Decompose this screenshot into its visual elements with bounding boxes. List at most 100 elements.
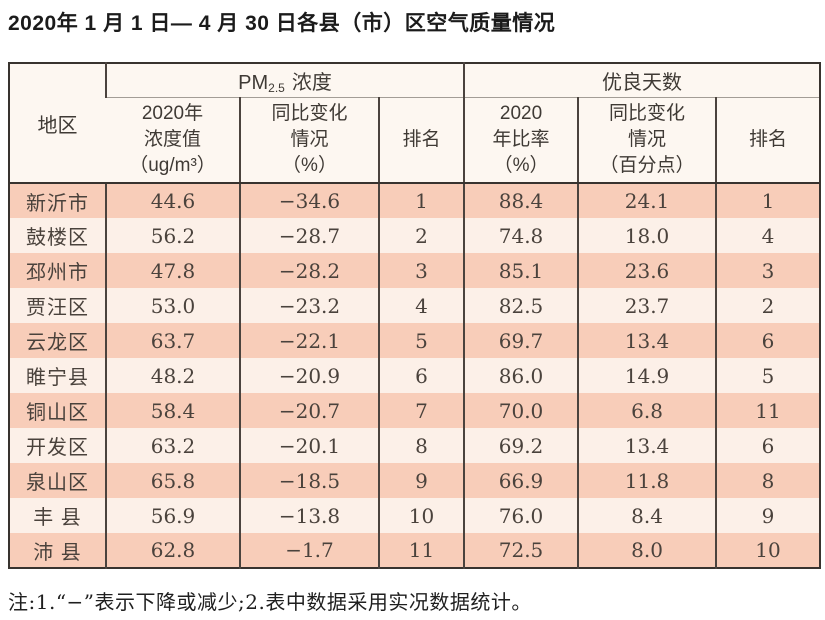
good-change-cell: 6.8 <box>577 393 717 428</box>
table-row: 贾汪区 53.0 −23.2 4 82.5 23.7 2 <box>9 288 821 323</box>
column-header-pm-value: 2020年 浓度值 （ug/m³） <box>106 97 240 184</box>
table-body: 新沂市 44.6 −34.6 1 88.4 24.1 1 鼓楼区 56.2 −28.7 2 74.8 1… <box>9 183 821 568</box>
region-cell: 云龙区 <box>26 332 89 354</box>
pm-rank-cell: 3 <box>377 253 465 288</box>
pm-suffix: 浓度 <box>291 71 332 94</box>
good-ratio-cell: 76.0 <box>463 498 579 533</box>
column-group-good-days: 优良天数 <box>463 63 821 98</box>
pm-rank-cell: 2 <box>377 218 465 253</box>
table-row: 铜山区 58.4 −20.7 7 70.0 6.8 11 <box>9 393 821 428</box>
region-cell: 鼓楼区 <box>26 227 89 249</box>
good-rank-cell: 5 <box>715 358 821 393</box>
pm-value-cell: 44.6 <box>105 183 240 218</box>
good-ratio-cell: 86.0 <box>463 358 579 393</box>
good-change-cell: 11.8 <box>577 463 717 498</box>
region-cell: 新沂市 <box>26 192 89 215</box>
good-change-cell: 23.7 <box>577 288 717 323</box>
page: 2020年 1 月 1 日— 4 月 30 日各县（市）区空气质量情况 地区 P… <box>0 9 825 620</box>
pm-change-cell: −28.2 <box>239 253 379 288</box>
good-change-cell: 18.0 <box>577 218 717 253</box>
pm-rank-cell: 1 <box>377 183 465 218</box>
pm-value-cell: 56.2 <box>105 218 240 253</box>
good-change-cell: 8.0 <box>577 533 717 568</box>
pm-value-cell: 62.8 <box>105 533 240 568</box>
pm-value-cell: 63.2 <box>105 428 240 463</box>
page-title: 2020年 1 月 1 日— 4 月 30 日各县（市）区空气质量情况 <box>8 12 556 35</box>
pm-change-cell: −13.8 <box>239 498 379 533</box>
pm-rank-cell: 4 <box>377 288 465 323</box>
pm-rank-cell: 8 <box>377 428 465 463</box>
good-rank-cell: 1 <box>715 183 821 218</box>
column-group-pm25: PM2.5 浓度 <box>104 63 465 98</box>
good-rank-cell: 2 <box>715 288 821 323</box>
good-rank-cell: 10 <box>715 533 821 568</box>
good-rank-cell: 3 <box>715 253 821 288</box>
pm-rank-cell: 11 <box>377 533 465 568</box>
good-ratio-cell: 82.5 <box>463 288 579 323</box>
air-quality-table: 地区 PM2.5 浓度 优良天数 2020年 浓度值 （ug/m³） 同比变化 情… <box>8 62 822 569</box>
good-ratio-cell: 74.8 <box>463 218 579 253</box>
good-rank-cell: 9 <box>715 498 821 533</box>
pm-value-cell: 53.0 <box>105 288 240 323</box>
good-ratio-cell: 69.7 <box>463 323 579 358</box>
column-header-region: 地区 <box>9 63 106 184</box>
column-header-good-change: 同比变化 情况 （百分点） <box>577 97 717 184</box>
table-row: 新沂市 44.6 −34.6 1 88.4 24.1 1 <box>9 183 821 218</box>
region-cell: 睢宁县 <box>26 367 89 389</box>
table-row: 睢宁县 48.2 −20.9 6 86.0 14.9 5 <box>9 358 821 393</box>
good-ratio-cell: 69.2 <box>463 428 579 463</box>
pm-change-cell: −20.7 <box>239 393 379 428</box>
good-rank-cell: 4 <box>715 218 821 253</box>
pm-change-cell: −34.6 <box>239 183 379 218</box>
region-cell: 开发区 <box>26 437 89 459</box>
good-rank-cell: 11 <box>715 393 821 428</box>
good-change-cell: 13.4 <box>577 428 717 463</box>
good-ratio-cell: 72.5 <box>463 533 579 568</box>
table-header: 地区 PM2.5 浓度 优良天数 2020年 浓度值 （ug/m³） 同比变化 情… <box>9 63 821 184</box>
table-row: 泉山区 65.8 −18.5 9 66.9 11.8 8 <box>9 463 821 498</box>
pm-change-cell: −20.1 <box>239 428 379 463</box>
table-row: 丰 县 56.9 −13.8 10 76.0 8.4 9 <box>9 498 821 533</box>
header-sub-row: 2020年 浓度值 （ug/m³） 同比变化 情况 （%） 排名 2020 年比… <box>9 97 821 184</box>
good-rank-cell: 6 <box>715 323 821 358</box>
pm-change-cell: −20.9 <box>239 358 379 393</box>
column-header-pm-change: 同比变化 情况 （%） <box>239 97 379 184</box>
pm-rank-cell: 9 <box>377 463 465 498</box>
table-row: 开发区 63.2 −20.1 8 69.2 13.4 6 <box>9 428 821 463</box>
column-header-pm-rank: 排名 <box>377 97 465 184</box>
region-cell: 铜山区 <box>26 402 89 424</box>
pm-change-cell: −22.1 <box>239 323 379 358</box>
region-cell: 丰 县 <box>33 507 82 529</box>
pm-value-cell: 47.8 <box>105 253 240 288</box>
good-rank-cell: 6 <box>715 428 821 463</box>
good-change-cell: 13.4 <box>577 323 717 358</box>
pm-change-cell: −1.7 <box>239 533 379 568</box>
good-change-cell: 23.6 <box>577 253 717 288</box>
good-ratio-cell: 70.0 <box>463 393 579 428</box>
region-cell: 沛 县 <box>33 541 82 564</box>
good-change-cell: 24.1 <box>577 183 717 218</box>
good-ratio-cell: 85.1 <box>463 253 579 288</box>
good-ratio-cell: 88.4 <box>463 183 579 218</box>
region-cell: 邳州市 <box>26 262 89 284</box>
good-change-cell: 8.4 <box>577 498 717 533</box>
pm-value-cell: 56.9 <box>105 498 240 533</box>
pm-change-cell: −23.2 <box>239 288 379 323</box>
pm-rank-cell: 5 <box>377 323 465 358</box>
table-row: 沛 县 62.8 −1.7 11 72.5 8.0 10 <box>9 533 821 568</box>
table-row: 鼓楼区 56.2 −28.7 2 74.8 18.0 4 <box>9 218 821 253</box>
pm-prefix: PM <box>238 71 269 94</box>
pm-value-cell: 48.2 <box>105 358 240 393</box>
region-cell: 泉山区 <box>26 472 89 494</box>
pm-value-cell: 63.7 <box>105 323 240 358</box>
column-header-good-ratio: 2020 年比率 （%） <box>463 97 579 184</box>
table-row: 云龙区 63.7 −22.1 5 69.7 13.4 6 <box>9 323 821 358</box>
pm-rank-cell: 10 <box>377 498 465 533</box>
region-cell: 贾汪区 <box>26 297 89 319</box>
pm-change-cell: −28.7 <box>239 218 379 253</box>
table-row: 邳州市 47.8 −28.2 3 85.1 23.6 3 <box>9 253 821 288</box>
pm-change-cell: −18.5 <box>239 463 379 498</box>
pm-rank-cell: 6 <box>377 358 465 393</box>
pm-subscript: 2.5 <box>268 80 285 95</box>
good-change-cell: 14.9 <box>577 358 717 393</box>
